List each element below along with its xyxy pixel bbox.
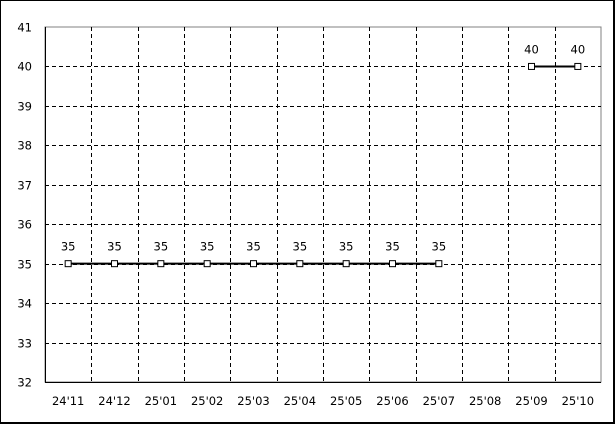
data-label: 35: [246, 240, 261, 254]
x-tick-label: 25'07: [423, 394, 455, 408]
data-point-marker: [296, 260, 304, 268]
data-point-marker: [203, 260, 211, 268]
data-label: 35: [432, 240, 447, 254]
x-tick-label: 25'02: [191, 394, 223, 408]
y-tick-label: 35: [17, 258, 32, 272]
data-label: 35: [200, 240, 215, 254]
x-tick-label: 25'08: [469, 394, 501, 408]
data-label: 40: [524, 42, 539, 56]
y-tick-label: 40: [17, 60, 32, 74]
x-tick-label: 25'05: [330, 394, 362, 408]
data-point-marker: [389, 260, 396, 268]
data-label: 35: [293, 240, 308, 254]
y-tick-label: 37: [17, 179, 32, 193]
y-tick-label: 33: [17, 337, 32, 351]
x-tick-label: 24'11: [52, 394, 84, 408]
y-tick-label: 38: [17, 139, 32, 153]
data-point-marker: [111, 260, 118, 268]
x-tick-label: 25'01: [145, 394, 177, 408]
data-point-marker: [157, 260, 165, 268]
x-tick-label: 25'09: [515, 394, 547, 408]
data-point-marker: [342, 260, 350, 268]
data-label: 35: [61, 240, 76, 254]
x-tick-label: 25'04: [284, 394, 316, 408]
data-point-marker: [574, 62, 582, 70]
x-tick-label: 25'03: [237, 394, 269, 408]
y-tick-label: 32: [17, 376, 32, 390]
y-tick-label: 34: [17, 297, 32, 311]
data-point-marker: [250, 260, 257, 268]
data-point-marker: [64, 260, 72, 268]
y-tick-label: 39: [17, 100, 32, 114]
data-label: 40: [571, 42, 586, 56]
x-tick-label: 24'12: [98, 394, 130, 408]
data-point-marker: [528, 62, 535, 70]
data-point-marker: [435, 260, 443, 268]
data-label: 35: [339, 240, 354, 254]
y-tick-label: 41: [17, 21, 32, 35]
x-tick-label: 25'06: [376, 394, 408, 408]
y-tick-label: 36: [17, 218, 32, 232]
x-tick-label: 25'10: [562, 394, 594, 408]
data-label: 35: [107, 240, 122, 254]
data-label: 35: [154, 240, 169, 254]
data-label: 35: [385, 240, 400, 254]
